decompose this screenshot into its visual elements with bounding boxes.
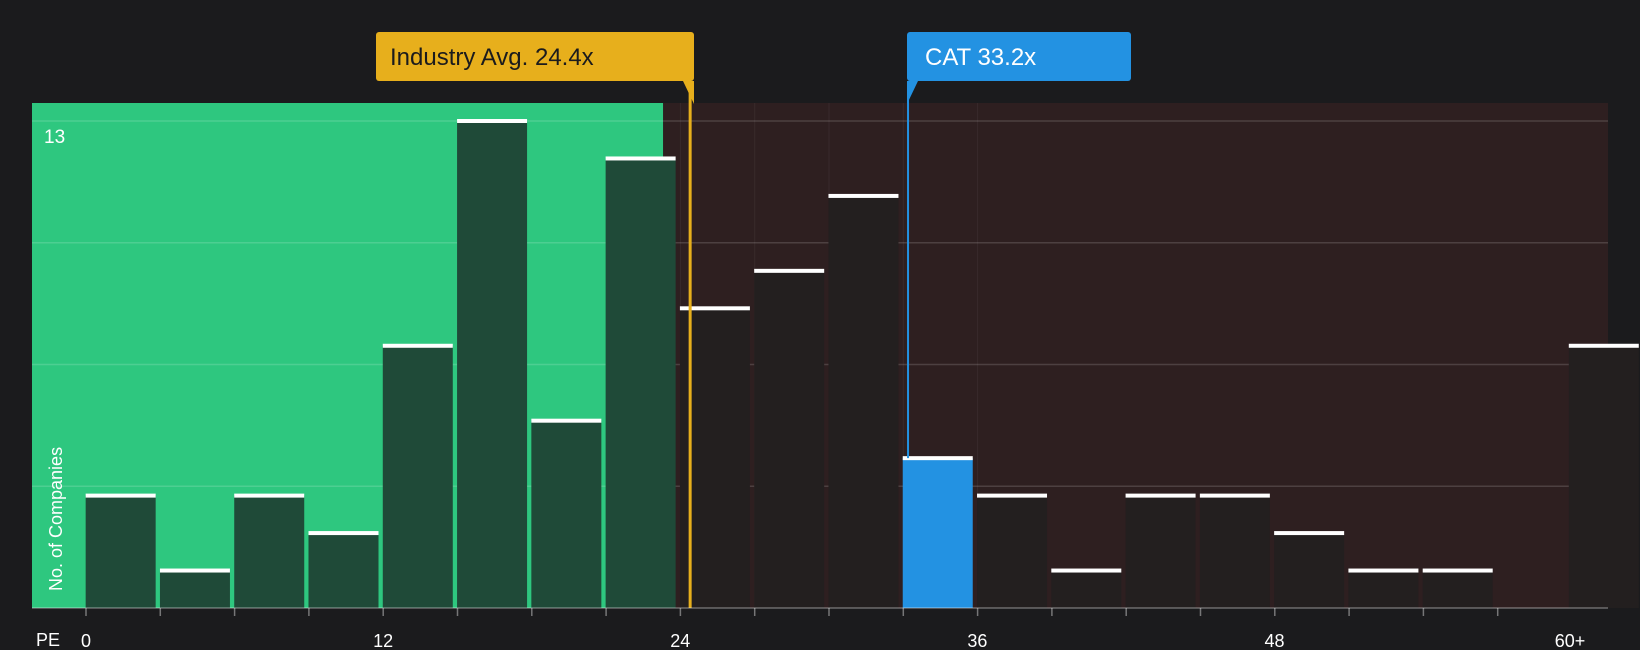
bar-cap [382, 343, 453, 348]
histogram-bar [234, 495, 305, 608]
company-pe-label: CAT 33.2x [925, 44, 1036, 71]
bar-cap [754, 268, 825, 273]
histogram-bar [754, 270, 825, 608]
bar-cap [531, 418, 602, 423]
x-tick-label: 24 [670, 631, 690, 650]
histogram-bars [85, 119, 1639, 608]
marker-lines [688, 81, 910, 608]
bar-cap [159, 568, 230, 573]
histogram-bar [1274, 533, 1345, 608]
x-axis-title: PE [36, 630, 60, 650]
bar-cap [902, 456, 973, 461]
bar-cap [1274, 531, 1345, 536]
histogram-bar [159, 570, 230, 608]
bar-cap [605, 156, 676, 161]
x-tick-label: 0 [81, 631, 91, 650]
industry-avg-callout: Industry Avg. 24.4x [376, 32, 694, 104]
histogram-bar [1568, 345, 1639, 608]
bar-cap [1568, 343, 1639, 348]
histogram-bar [1051, 570, 1122, 608]
histogram-bar [308, 533, 379, 608]
bar-cap [1199, 493, 1270, 498]
bar-cap [1348, 568, 1419, 573]
x-tick-label: 60+ [1555, 631, 1586, 650]
company-pe-callout-pointer [907, 81, 918, 104]
histogram-bar [1199, 495, 1270, 608]
histogram-bar [605, 158, 676, 608]
histogram-bar [382, 345, 453, 608]
x-tick-label: 36 [967, 631, 987, 650]
industry-avg-label: Industry Avg. 24.4x [390, 44, 594, 71]
company-pe-callout: CAT 33.2x [907, 32, 1131, 104]
company-bar [902, 458, 973, 608]
bar-cap [1125, 493, 1196, 498]
industry-avg-callout-pointer [683, 81, 694, 104]
histogram-bar [828, 195, 899, 608]
bar-cap [308, 531, 379, 536]
x-tick-label: 48 [1264, 631, 1284, 650]
y-axis-title: No. of Companies [46, 447, 66, 591]
x-axis: 0 12 24 36 48 60+ [32, 607, 1608, 650]
histogram-bar [1348, 570, 1419, 608]
bar-cap [679, 306, 750, 311]
histogram-bar [977, 495, 1048, 608]
bar-cap [234, 493, 305, 498]
bar-cap [1422, 568, 1493, 573]
bar-cap [977, 493, 1048, 498]
bar-cap [1051, 568, 1122, 573]
bar-cap [828, 193, 899, 198]
company-pe-callout-box [907, 32, 1131, 81]
histogram-bar [457, 121, 528, 608]
histogram-bar [85, 495, 156, 608]
bar-cap [85, 493, 156, 498]
industry-avg-callout-box [376, 32, 694, 81]
y-max-label: 13 [44, 127, 65, 148]
bar-cap [457, 119, 528, 123]
histogram-bar [1422, 570, 1493, 608]
histogram-bar [1125, 495, 1196, 608]
x-tick-label: 12 [373, 631, 393, 650]
histogram-bar [531, 420, 602, 608]
